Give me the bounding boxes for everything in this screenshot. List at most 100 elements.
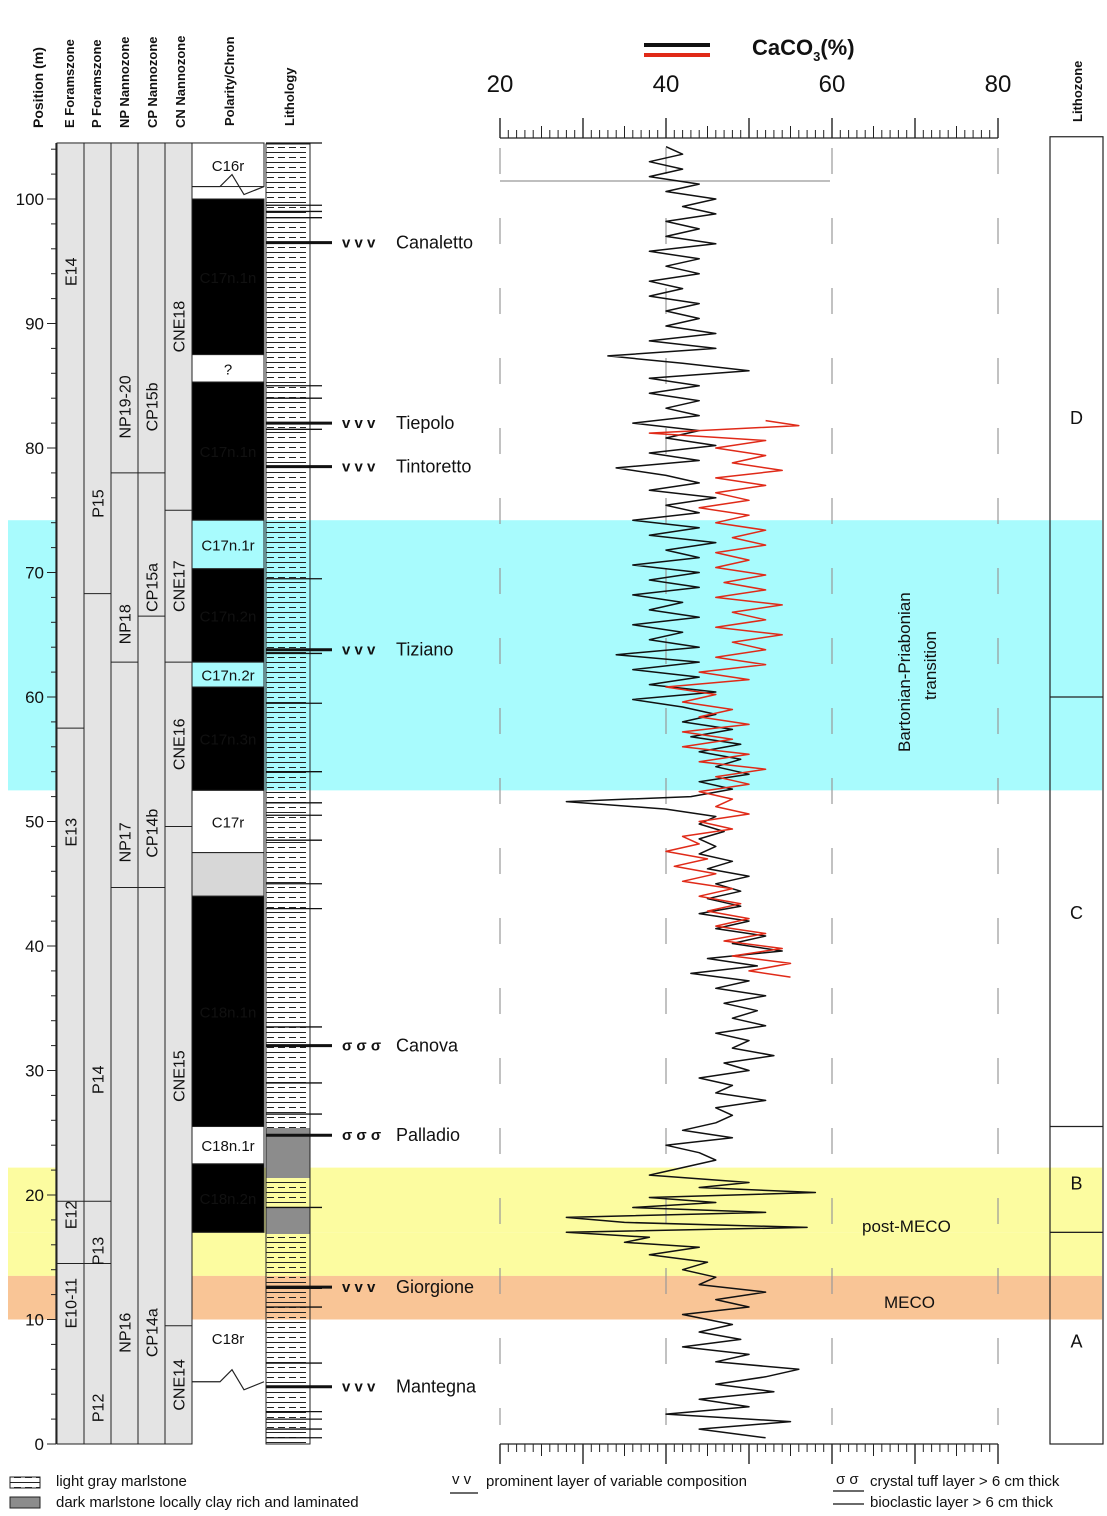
marker-layer-symbol: v v v xyxy=(342,459,376,476)
legend-bioclastic-label: bioclastic layer > 6 cm thick xyxy=(870,1494,1053,1511)
zone-label: CP14b xyxy=(145,809,162,858)
caco3-black-line xyxy=(565,146,817,1439)
chron-label: C18r xyxy=(212,1331,245,1348)
chart-title-tail: (%) xyxy=(820,35,854,60)
x-tick-label: 60 xyxy=(819,71,846,98)
chron-label: C17n.3n xyxy=(200,732,257,749)
marker-layer-symbol: v v v xyxy=(342,415,376,432)
x-tick-label: 20 xyxy=(487,71,514,98)
y-tick-label: 90 xyxy=(25,315,44,334)
chron-block xyxy=(191,198,265,356)
zone-label: CP14a xyxy=(145,1308,162,1357)
y-tick-label: 30 xyxy=(25,1062,44,1081)
marker-layer-name: Tiziano xyxy=(396,640,453,660)
lithozone-label: A xyxy=(1070,1332,1082,1352)
p-foram-header: P Foramszone xyxy=(89,39,104,128)
marker-layer-symbol: v v v xyxy=(342,1279,376,1296)
zone-label: P13 xyxy=(91,1237,108,1266)
np-header: NP Nannozone xyxy=(117,37,132,129)
biozone-columns: E14 E13 E12 E10-11 P15 P14 P13 P12 NP19-20 NP18 NP… xyxy=(56,142,193,1445)
post-meco-label: post-MECO xyxy=(862,1217,951,1236)
zone-label: E12 xyxy=(64,1201,81,1230)
zone-label: CP15a xyxy=(145,563,162,612)
chron-block xyxy=(191,661,265,688)
zone-label: E13 xyxy=(64,818,81,847)
zone-label: E14 xyxy=(64,257,81,286)
chron-label: C16r xyxy=(212,158,245,175)
marker-layer-name: Tiepolo xyxy=(396,413,454,433)
e-foram-header: E Foramszone xyxy=(62,39,77,128)
zone-label: NP19-20 xyxy=(118,375,135,438)
legend-light-gray-swatch xyxy=(9,1476,41,1489)
chart-title-main: CaCO xyxy=(752,35,813,60)
zone-label: E10-11 xyxy=(64,1278,81,1329)
zone-label: CNE15 xyxy=(172,1050,189,1102)
chron-label: C17r xyxy=(212,815,245,832)
caco3-series xyxy=(565,146,817,1439)
legend-sigma-label: crystal tuff layer > 6 cm thick xyxy=(870,1473,1060,1490)
lithozone-header: Lithozone xyxy=(1070,61,1085,122)
legend-vv-symbol: v v xyxy=(452,1471,472,1488)
chron-label: C17n.2n xyxy=(200,608,257,625)
y-tick-label: 0 xyxy=(35,1435,44,1454)
chron-block xyxy=(191,895,265,1128)
chron-block xyxy=(191,1163,265,1233)
y-tick-label: 20 xyxy=(25,1186,44,1205)
lithology-column xyxy=(265,142,322,1445)
zone-label: NP18 xyxy=(118,604,135,644)
lithology-dark-marlstone xyxy=(266,1208,310,1234)
chart-title: CaCO3(%) xyxy=(752,35,855,64)
marker-layer-symbol: σ σ σ xyxy=(342,1038,381,1055)
marker-layer-symbol: σ σ σ xyxy=(342,1127,381,1144)
zone-label: CNE17 xyxy=(172,560,189,612)
x-tick-label: 40 xyxy=(653,71,680,98)
zone-label: P12 xyxy=(91,1394,108,1423)
marker-layer-symbol: v v v xyxy=(342,235,376,252)
marker-layer-name: Mantegna xyxy=(396,1377,477,1397)
chron-block xyxy=(191,852,265,897)
chart-title-sub: 3 xyxy=(813,49,820,64)
marker-layer-symbol: v v v xyxy=(342,642,376,659)
x-axis-bottom xyxy=(499,1443,999,1464)
y-tick-label: 40 xyxy=(25,937,44,956)
lithology-marlstone-fill xyxy=(266,144,310,1444)
y-tick-label: 50 xyxy=(25,813,44,832)
marker-layers: v v v Canaletto v v v Tiepolo v v v Tintorett… xyxy=(266,233,477,1397)
chron-label: C17n.1n xyxy=(200,444,257,461)
hiatus-mark xyxy=(192,173,265,196)
lithozone-column: D C B A xyxy=(1049,136,1104,1445)
chron-label: C18n.2n xyxy=(200,1191,257,1208)
chron-label: C18n.1r xyxy=(201,1138,254,1155)
lithozone-label: C xyxy=(1070,903,1083,923)
chron-block xyxy=(191,1126,265,1165)
legend-light-gray-label: light gray marlstone xyxy=(56,1473,187,1490)
zone-label: CNE16 xyxy=(172,718,189,770)
marker-layer-symbol: v v v xyxy=(342,1379,376,1396)
y-tick-label: 60 xyxy=(25,688,44,707)
zone-label: CNE18 xyxy=(172,301,189,353)
hiatus-mark xyxy=(192,1368,265,1391)
cp-header: CP Nannozone xyxy=(145,37,160,129)
meco-label: MECO xyxy=(884,1293,935,1312)
zone-label: P14 xyxy=(91,1065,108,1094)
zone-column-frame xyxy=(137,142,166,1445)
y-tick-label: 100 xyxy=(16,190,44,209)
lithozone-label: B xyxy=(1070,1174,1082,1194)
chron-label: C18n.1n xyxy=(200,1004,257,1021)
chron-block xyxy=(191,381,265,521)
legend-dark-marl-swatch xyxy=(9,1496,41,1509)
chron-block xyxy=(191,686,265,791)
lithozone-frame xyxy=(1049,136,1104,1445)
y-tick-label: 80 xyxy=(25,439,44,458)
zone-label: P15 xyxy=(91,489,108,518)
caco3-red-line xyxy=(648,419,800,978)
zone-label: NP17 xyxy=(118,822,135,862)
transition-label-line2: transition xyxy=(921,631,940,700)
position-header: Position (m) xyxy=(30,47,46,128)
zone-column-frame xyxy=(56,142,85,1445)
chron-label: ? xyxy=(224,361,232,378)
legend-vv-label: prominent layer of variable composition xyxy=(486,1473,747,1490)
marker-layer-name: Canaletto xyxy=(396,233,473,253)
marker-layer-name: Tintoretto xyxy=(396,457,471,477)
